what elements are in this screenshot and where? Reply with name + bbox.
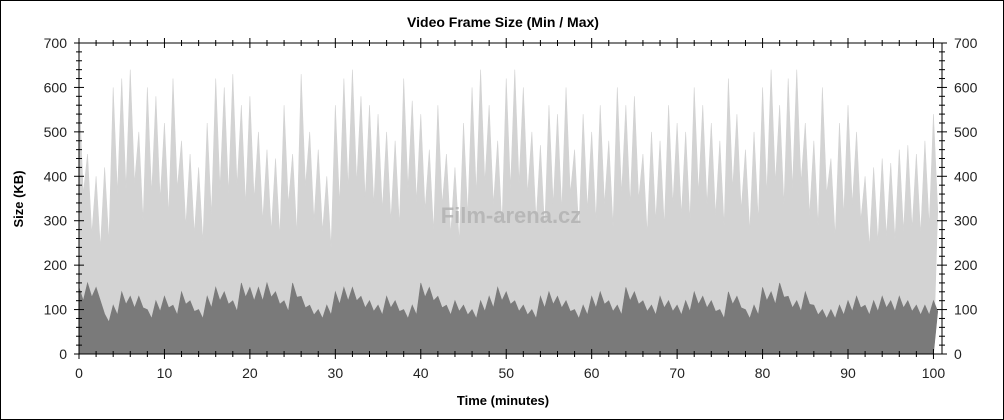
series-layer bbox=[78, 69, 939, 355]
y-tick-label-right: 400 bbox=[954, 168, 978, 184]
y-tick-label-left: 700 bbox=[44, 35, 68, 51]
x-tick-label: 60 bbox=[584, 365, 600, 381]
x-tick-label: 20 bbox=[242, 365, 258, 381]
x-tick-label: 100 bbox=[922, 365, 946, 381]
series-1-area bbox=[78, 281, 939, 355]
y-tick-label-right: 500 bbox=[954, 124, 978, 140]
chart-title: Video Frame Size (Min / Max) bbox=[407, 14, 599, 30]
x-tick-label: 80 bbox=[755, 365, 771, 381]
watermark: Film-arena.cz bbox=[441, 203, 582, 228]
y-tick-label-right: 100 bbox=[954, 302, 978, 318]
y-tick-label-left: 500 bbox=[44, 124, 68, 140]
x-axis-label: Time (minutes) bbox=[457, 393, 549, 408]
x-tick-label: 90 bbox=[840, 365, 856, 381]
y-tick-label-left: 400 bbox=[44, 168, 68, 184]
x-tick-label: 30 bbox=[328, 365, 344, 381]
plot-frame bbox=[78, 42, 943, 355]
y-axis-label: Size (KB) bbox=[11, 170, 26, 227]
x-tick-label: 0 bbox=[75, 365, 83, 381]
series-0-area bbox=[78, 69, 939, 355]
y-tick-label-left: 100 bbox=[44, 302, 68, 318]
x-tick-label: 10 bbox=[157, 365, 173, 381]
y-tick-label-left: 0 bbox=[59, 346, 67, 362]
x-tick-label: 70 bbox=[669, 365, 685, 381]
x-tick-label: 40 bbox=[413, 365, 429, 381]
y-tick-label-right: 700 bbox=[954, 35, 978, 51]
y-tick-label-left: 600 bbox=[44, 79, 68, 95]
y-tick-label-left: 200 bbox=[44, 257, 68, 273]
y-tick-label-left: 300 bbox=[44, 213, 68, 229]
y-tick-label-right: 300 bbox=[954, 213, 978, 229]
x-tick-label: 50 bbox=[498, 365, 514, 381]
y-tick-label-right: 0 bbox=[954, 346, 962, 362]
y-tick-label-right: 600 bbox=[954, 79, 978, 95]
y-tick-label-right: 200 bbox=[954, 257, 978, 273]
